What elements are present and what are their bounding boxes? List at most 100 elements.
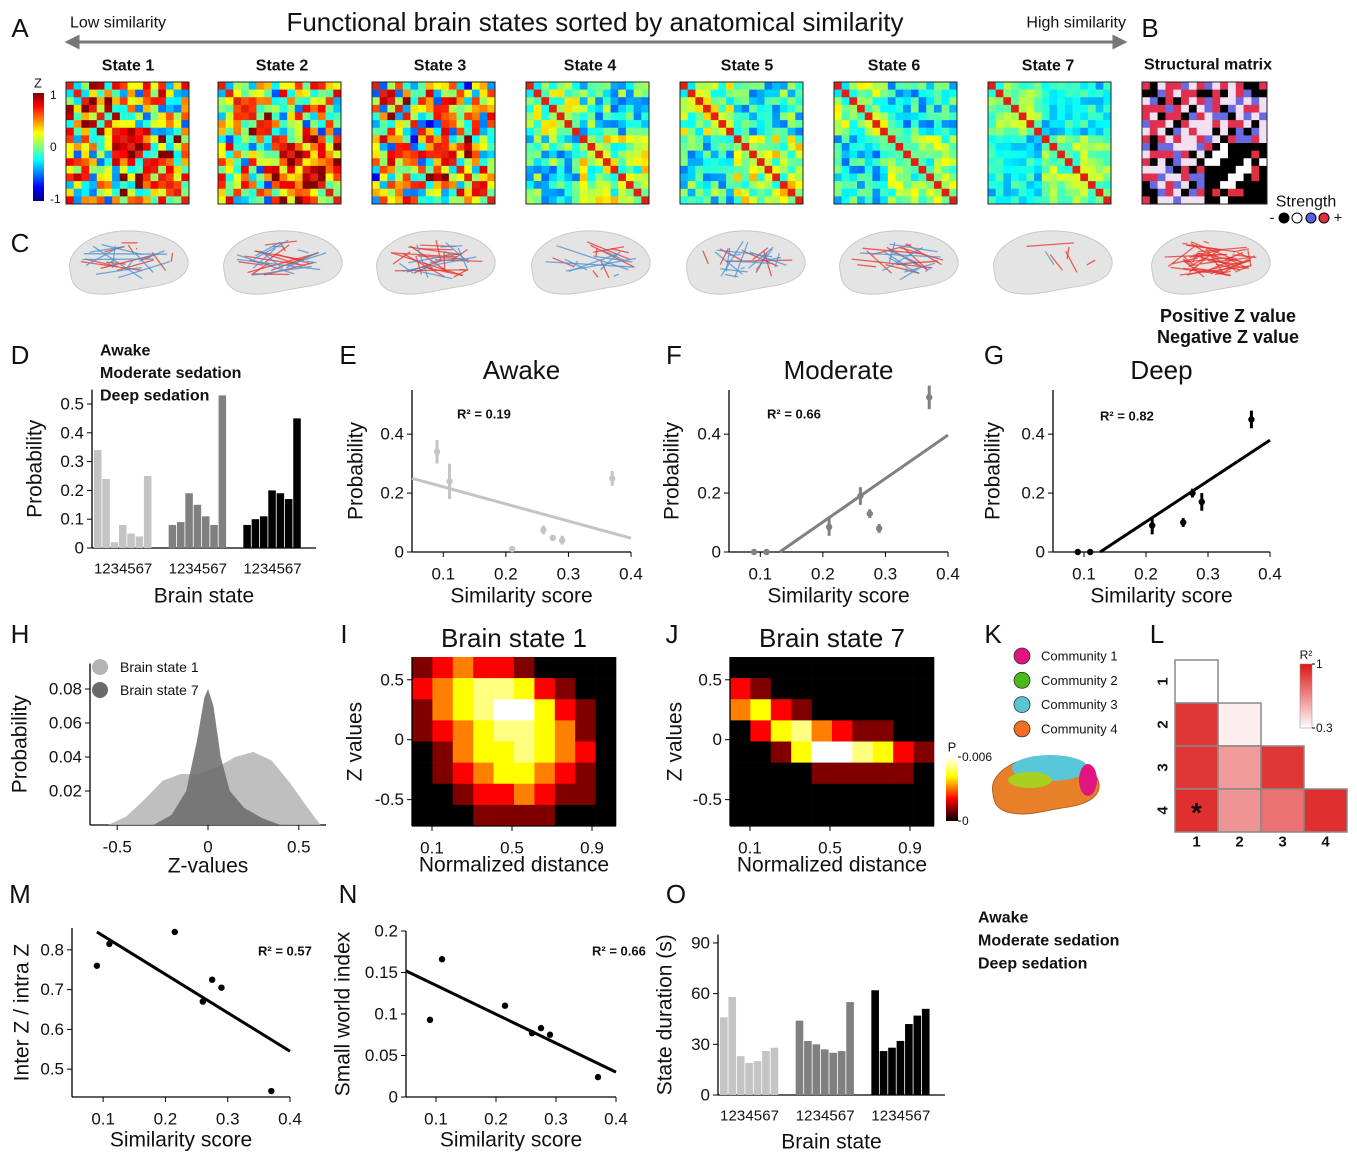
matrix-cell	[602, 188, 611, 197]
matrix-cell	[96, 89, 105, 98]
matrix-cell	[572, 150, 581, 159]
matrix-cell	[680, 97, 688, 106]
matrix-cell	[526, 181, 534, 190]
matrix-cell	[142, 181, 151, 190]
matrix-cell	[165, 188, 174, 197]
matrix-cell	[795, 135, 804, 144]
heatmap-cell	[832, 657, 853, 679]
matrix-cell	[1212, 89, 1221, 98]
matrix-cell	[880, 150, 889, 159]
bar	[770, 1047, 779, 1095]
matrix-cell	[1011, 143, 1020, 151]
matrix-cell	[1026, 143, 1035, 151]
matrix-cell	[1080, 196, 1089, 205]
chart-title: Deep	[1130, 355, 1192, 385]
matrix-cell	[625, 120, 634, 129]
matrix-cell	[857, 181, 866, 190]
matrix-cell	[1251, 127, 1260, 136]
matrix-cell	[1003, 196, 1012, 205]
matrix-cell	[317, 173, 326, 182]
matrix-cell	[287, 143, 296, 151]
matrix-cell	[410, 135, 419, 144]
matrix-cell	[595, 188, 604, 197]
heatmap-cell	[473, 783, 494, 806]
panel-letter: G	[984, 340, 1004, 370]
bar	[102, 478, 110, 548]
brain-edge	[95, 266, 142, 275]
matrix-cell	[526, 196, 534, 205]
matrix-cell	[218, 127, 226, 136]
matrix-cell	[379, 173, 388, 182]
matrix-cell	[625, 82, 634, 90]
row-label: 4	[1155, 806, 1172, 815]
heatmap-cell	[493, 804, 515, 827]
matrix-cell	[1259, 196, 1268, 205]
heatmap-cell	[770, 678, 792, 700]
matrix-cell	[218, 181, 226, 190]
matrix-cell	[425, 188, 434, 197]
y-tick-label: 0	[713, 730, 722, 749]
matrix-cell	[841, 120, 850, 129]
matrix-cell	[941, 135, 950, 144]
matrix-cell	[333, 120, 342, 129]
matrix-cell	[89, 173, 98, 182]
matrix-cell	[1142, 150, 1151, 159]
matrix-cell	[772, 127, 781, 136]
matrix-cell	[73, 150, 82, 159]
matrix-cell	[718, 89, 727, 98]
x-tick-label: 2	[880, 1108, 888, 1125]
matrix-cell	[1064, 150, 1073, 159]
matrix-cell	[949, 82, 958, 90]
matrix-cell	[181, 188, 190, 197]
matrix-cell	[572, 158, 581, 167]
matrix-cell	[119, 173, 128, 182]
matrix-cell	[379, 196, 388, 205]
matrix-cell	[564, 120, 573, 129]
heatmap-cell	[913, 783, 935, 806]
matrix-cell	[579, 127, 588, 136]
matrix-cell	[849, 112, 858, 121]
matrix-cell	[456, 181, 465, 190]
matrix-cell	[1087, 158, 1096, 167]
matrix-cell	[741, 158, 750, 167]
matrix-cell	[294, 104, 303, 113]
matrix-cell	[556, 135, 565, 144]
matrix-cell	[73, 89, 82, 98]
matrix-cell	[127, 173, 136, 182]
matrix-cell	[317, 135, 326, 144]
state-title: State 4	[564, 58, 617, 75]
heatmap-cell	[832, 762, 853, 785]
matrix-cell	[1018, 89, 1027, 98]
matrix-cell	[81, 127, 90, 136]
y-tick-label: 0.5	[60, 395, 84, 414]
brain-edge	[1232, 248, 1250, 253]
colorbar	[946, 757, 958, 821]
matrix-cell	[1204, 143, 1213, 151]
matrix-cell	[910, 188, 919, 197]
matrix-cell	[127, 143, 136, 151]
matrix-cell	[1018, 104, 1027, 113]
y-tick-label: 0.5	[40, 1060, 64, 1079]
matrix-cell	[641, 120, 650, 129]
brain-edge	[613, 273, 620, 277]
matrix-cell	[1204, 120, 1213, 129]
matrix-cell	[66, 173, 74, 182]
matrix-cell	[165, 196, 174, 205]
matrix-cell	[173, 127, 182, 136]
y-tick-label: 0	[1036, 543, 1045, 562]
matrix-cell	[880, 196, 889, 205]
matrix-cell	[864, 158, 873, 167]
brain-edge	[440, 245, 463, 248]
x-tick-label: 4	[268, 561, 276, 578]
community-label: Community 2	[1041, 673, 1118, 688]
matrix-cell	[756, 150, 765, 159]
matrix-cell	[595, 112, 604, 121]
matrix-cell	[895, 196, 904, 205]
matrix-cell	[910, 150, 919, 159]
matrix-cell	[533, 97, 542, 106]
matrix-cell	[241, 173, 250, 182]
heatmap-cell	[872, 678, 894, 700]
z-colorbar-tick: -1	[50, 192, 61, 206]
matrix-cell	[325, 112, 334, 121]
matrix-cell	[834, 104, 842, 113]
